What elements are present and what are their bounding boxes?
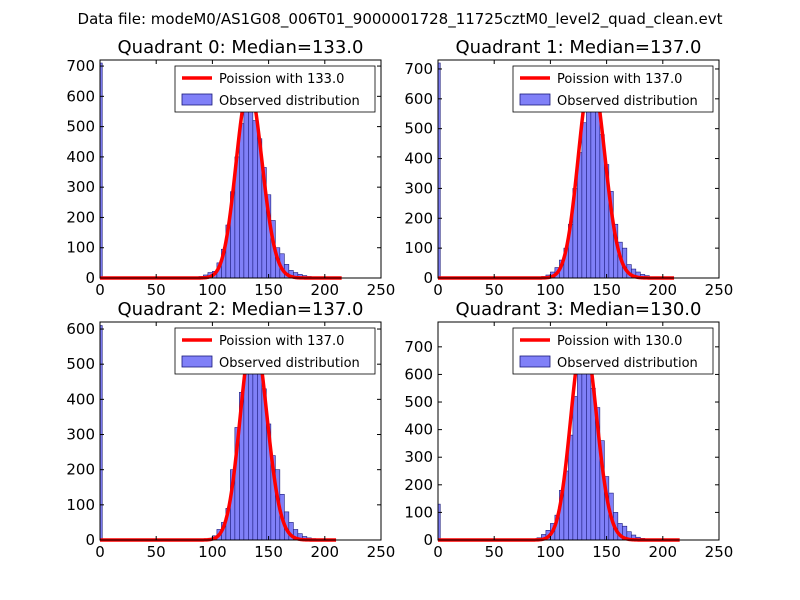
x-tick-label: 150	[254, 281, 283, 299]
y-tick-label: 100	[404, 503, 433, 521]
y-tick-label: 400	[66, 390, 95, 408]
legend-bar-swatch	[181, 355, 213, 368]
legend-label-observed: Observed distribution	[557, 356, 698, 371]
histogram-bar	[252, 120, 258, 279]
legend-label-model: Poission with 137.0	[219, 334, 344, 349]
histogram-bar	[257, 363, 263, 541]
y-tick-label: 700	[404, 60, 433, 78]
histogram-bar	[586, 349, 592, 541]
x-tick-label: 250	[705, 281, 734, 299]
x-tick-label: 0	[95, 543, 105, 561]
subplot-grid: Quadrant 0: Median=133.0 0 50 100 150 200 250 0…	[66, 37, 733, 561]
y-tick-label: 0	[423, 531, 433, 549]
legend-label-model: Poission with 130.0	[557, 334, 682, 349]
x-tick-label: 100	[198, 543, 227, 561]
axes-frame	[99, 59, 382, 279]
quadrant-0-panel: Quadrant 0: Median=133.0 0 50 100 150 200 250 0…	[66, 37, 395, 299]
histogram-bar	[572, 396, 578, 541]
y-tick-label: 500	[66, 118, 95, 136]
quadrant-2-panel: Quadrant 2: Median=137.0 0 50 100 150 200 250 0…	[66, 299, 395, 561]
x-tick-label: 200	[310, 543, 339, 561]
y-tick-label: 600	[66, 87, 95, 105]
y-tick-label: 500	[404, 120, 433, 138]
y-tick-label: 400	[404, 421, 433, 439]
y-tick-label: 700	[66, 57, 95, 75]
y-tick-label: 300	[66, 426, 95, 444]
y-tick-label: 400	[66, 148, 95, 166]
histogram-bar	[248, 96, 254, 279]
y-tick-label: 300	[404, 179, 433, 197]
legend: Poission with 133.0 Observed distribution	[174, 65, 376, 113]
y-tick-label: 500	[404, 393, 433, 411]
legend: Poission with 137.0 Observed distribution	[512, 65, 714, 113]
x-tick-label: 150	[254, 543, 283, 561]
axes-frame	[437, 59, 720, 279]
histogram-bar	[595, 110, 601, 279]
legend-bar-swatch	[181, 93, 213, 106]
x-tick-label: 250	[367, 281, 396, 299]
y-tick-label: 200	[404, 476, 433, 494]
legend-label-observed: Observed distribution	[557, 94, 698, 109]
x-tick-label: 0	[95, 281, 105, 299]
x-tick-label: 100	[536, 543, 565, 561]
quadrant-3-title: Quadrant 3: Median=130.0	[456, 299, 702, 320]
quadrant-0-title: Quadrant 0: Median=133.0	[118, 37, 364, 58]
x-tick-label: 250	[705, 543, 734, 561]
x-tick-label: 50	[147, 281, 166, 299]
legend: Poission with 137.0 Observed distribution	[174, 327, 376, 375]
legend-bar-swatch	[519, 93, 551, 106]
x-tick-label: 200	[648, 543, 677, 561]
quadrant-1-panel: Quadrant 1: Median=137.0 0 50 100 150 200 250 0…	[404, 37, 733, 299]
histogram-bar	[581, 122, 587, 279]
legend-label-model: Poission with 137.0	[557, 72, 682, 87]
y-tick-label: 200	[66, 461, 95, 479]
x-tick-label: 200	[648, 281, 677, 299]
quadrant-1-title: Quadrant 1: Median=137.0	[456, 37, 702, 58]
x-tick-label: 100	[536, 281, 565, 299]
y-tick-label: 700	[404, 338, 433, 356]
legend-label-observed: Observed distribution	[219, 94, 360, 109]
histogram-bar	[586, 92, 592, 279]
y-tick-label: 400	[404, 150, 433, 168]
y-tick-label: 600	[404, 90, 433, 108]
x-tick-label: 0	[433, 281, 443, 299]
x-tick-label: 150	[592, 543, 621, 561]
quadrant-3-panel: Quadrant 3: Median=130.0 0 50 100 150 200 250 0…	[404, 299, 733, 561]
x-tick-label: 50	[485, 281, 504, 299]
quadrant-2-title: Quadrant 2: Median=137.0	[118, 299, 364, 320]
y-tick-label: 600	[404, 365, 433, 383]
y-tick-label: 200	[66, 208, 95, 226]
y-tick-label: 200	[404, 209, 433, 227]
y-tick-label: 0	[85, 531, 95, 549]
figure-suptitle: Data file: modeM0/AS1G08_006T01_90000017…	[78, 10, 723, 29]
y-tick-label: 600	[66, 320, 95, 338]
y-tick-label: 0	[85, 269, 95, 287]
x-tick-label: 150	[592, 281, 621, 299]
x-tick-label: 50	[485, 543, 504, 561]
histogram-bar	[577, 368, 583, 541]
legend-label-observed: Observed distribution	[219, 356, 360, 371]
y-tick-label: 100	[404, 239, 433, 257]
y-tick-label: 100	[66, 496, 95, 514]
histogram-bar	[239, 123, 245, 279]
y-tick-label: 500	[66, 355, 95, 373]
x-tick-label: 50	[147, 543, 166, 561]
y-tick-label: 300	[404, 448, 433, 466]
x-tick-label: 0	[433, 543, 443, 561]
y-tick-label: 300	[66, 178, 95, 196]
legend-label-model: Poission with 133.0	[219, 72, 344, 87]
x-tick-label: 200	[310, 281, 339, 299]
y-tick-label: 0	[423, 269, 433, 287]
axes-frame	[437, 321, 720, 541]
x-tick-label: 100	[198, 281, 227, 299]
histogram-bar	[243, 86, 249, 279]
axes-frame	[99, 321, 382, 541]
legend: Poission with 130.0 Observed distribution	[512, 327, 714, 375]
legend-bar-swatch	[519, 355, 551, 368]
y-tick-label: 100	[66, 239, 95, 257]
x-tick-label: 250	[367, 543, 396, 561]
